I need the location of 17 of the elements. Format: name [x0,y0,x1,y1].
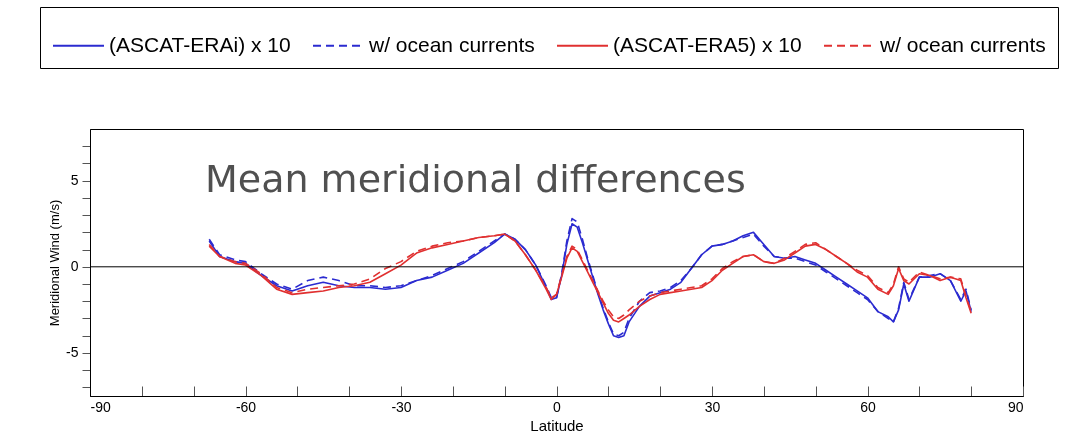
x-tick-label: -60 [235,398,257,415]
x-tick-label: -90 [90,398,111,415]
x-tick-label: 30 [704,398,721,415]
y-axis-title: Meridional Wind (m/s) [47,199,63,327]
y-tick-label: 0 [70,258,79,275]
text: Mean meridional differences [205,157,746,201]
legend-label: w/ ocean currents [879,32,1046,56]
y-tick-label: -5 [66,344,79,361]
y-tick-label: 5 [70,172,79,189]
legend-label: w/ ocean currents [368,32,535,56]
x-tick-label: 60 [860,398,876,415]
x-tick-label: 90 [1007,398,1024,415]
legend-label: (ASCAT-ERAi) x 10 [109,32,291,56]
legend-label: (ASCAT-ERA5) x 10 [613,32,802,56]
x-tick-label: 0 [553,398,562,415]
x-axis-title: Latitude [530,416,584,434]
x-tick-label: -30 [391,398,412,415]
